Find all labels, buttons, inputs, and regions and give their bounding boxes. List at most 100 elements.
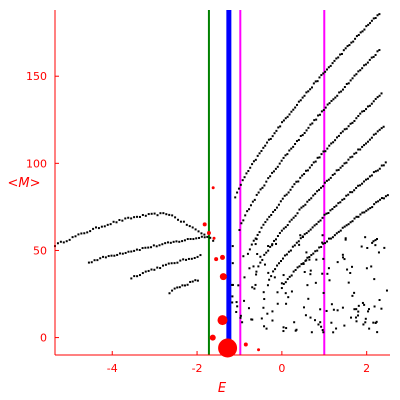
data-point: [255, 238, 258, 241]
data-point: [188, 225, 191, 228]
data-point: [115, 221, 118, 224]
data-point: [337, 202, 340, 205]
data-point: [374, 244, 377, 247]
data-point: [376, 331, 379, 334]
data-point: [286, 278, 289, 281]
data-point: [127, 250, 130, 253]
data-point: [266, 141, 269, 144]
data-point: [249, 166, 252, 169]
data-point: [179, 259, 182, 262]
data-point: [365, 209, 368, 212]
data-point: [242, 219, 245, 222]
data-point: [378, 49, 381, 52]
data-point: [245, 172, 248, 175]
data-point: [138, 215, 141, 218]
data-point: [344, 238, 347, 241]
data-point: [309, 228, 312, 231]
data-point: [104, 256, 107, 259]
data-point: [357, 184, 360, 187]
data-point: [290, 218, 293, 221]
data-point: [246, 210, 249, 213]
data-point: [306, 169, 309, 172]
data-point: [243, 276, 246, 279]
data-point: [74, 235, 77, 238]
data-point: [116, 253, 119, 256]
data-point: [278, 232, 281, 235]
data-point: [322, 331, 325, 334]
data-point: [331, 236, 334, 239]
data-point: [236, 305, 239, 308]
data-point: [159, 212, 162, 215]
x-tick-label: -4: [107, 362, 118, 375]
data-point: [179, 220, 182, 223]
data-point: [153, 268, 156, 271]
data-point: [355, 320, 358, 323]
data-point: [285, 253, 288, 256]
data-point: [305, 232, 308, 235]
data-point: [298, 208, 301, 211]
data-point: [315, 223, 318, 226]
data-point: [355, 151, 358, 154]
data-point: [382, 197, 385, 200]
data-point: [318, 113, 321, 116]
data-point: [279, 125, 282, 128]
data-point: [302, 205, 305, 208]
data-point: [376, 130, 379, 133]
data-point: [266, 218, 269, 221]
data-point: [334, 96, 337, 99]
data-point: [167, 262, 170, 265]
data-point: [200, 235, 203, 238]
highlight-point: [212, 236, 216, 240]
data-point: [367, 308, 370, 311]
data-point: [338, 91, 341, 94]
data-point: [257, 265, 260, 268]
data-point: [271, 319, 274, 322]
data-point: [322, 257, 325, 260]
data-point: [297, 100, 300, 103]
data-point: [349, 191, 352, 194]
data-point: [156, 266, 159, 269]
data-point: [267, 177, 270, 180]
data-point: [260, 226, 263, 229]
data-point: [345, 194, 348, 197]
data-point: [353, 217, 356, 220]
data-point: [303, 173, 306, 176]
data-point: [144, 246, 147, 249]
data-point: [346, 45, 349, 48]
data-point: [276, 234, 279, 237]
data-point: [327, 237, 330, 240]
data-point: [306, 256, 309, 259]
data-point: [318, 246, 321, 249]
data-point: [325, 212, 328, 215]
data-point: [294, 329, 297, 332]
data-point: [369, 22, 372, 25]
data-point: [376, 169, 379, 172]
data-point: [247, 307, 250, 310]
data-point: [275, 129, 278, 132]
data-point: [250, 243, 253, 246]
data-point: [194, 228, 197, 231]
data-point: [326, 103, 329, 106]
data-point: [355, 215, 358, 218]
data-point: [361, 301, 364, 304]
data-point: [293, 321, 296, 324]
data-point: [324, 242, 327, 245]
data-point: [355, 73, 358, 76]
highlight-point: [220, 254, 225, 260]
data-point: [277, 203, 280, 206]
data-point: [352, 40, 355, 43]
data-point: [353, 119, 356, 122]
data-point: [281, 257, 284, 260]
data-point: [364, 321, 367, 324]
data-point: [301, 235, 304, 238]
data-point: [339, 132, 342, 135]
data-point: [186, 283, 189, 286]
data-point: [277, 126, 280, 129]
data-point: [296, 212, 299, 215]
data-point: [281, 121, 284, 124]
data-point: [386, 194, 389, 197]
data-point: [359, 31, 362, 34]
data-point: [231, 283, 234, 286]
data-point: [275, 242, 278, 245]
y-tick-label: 50: [33, 244, 47, 257]
